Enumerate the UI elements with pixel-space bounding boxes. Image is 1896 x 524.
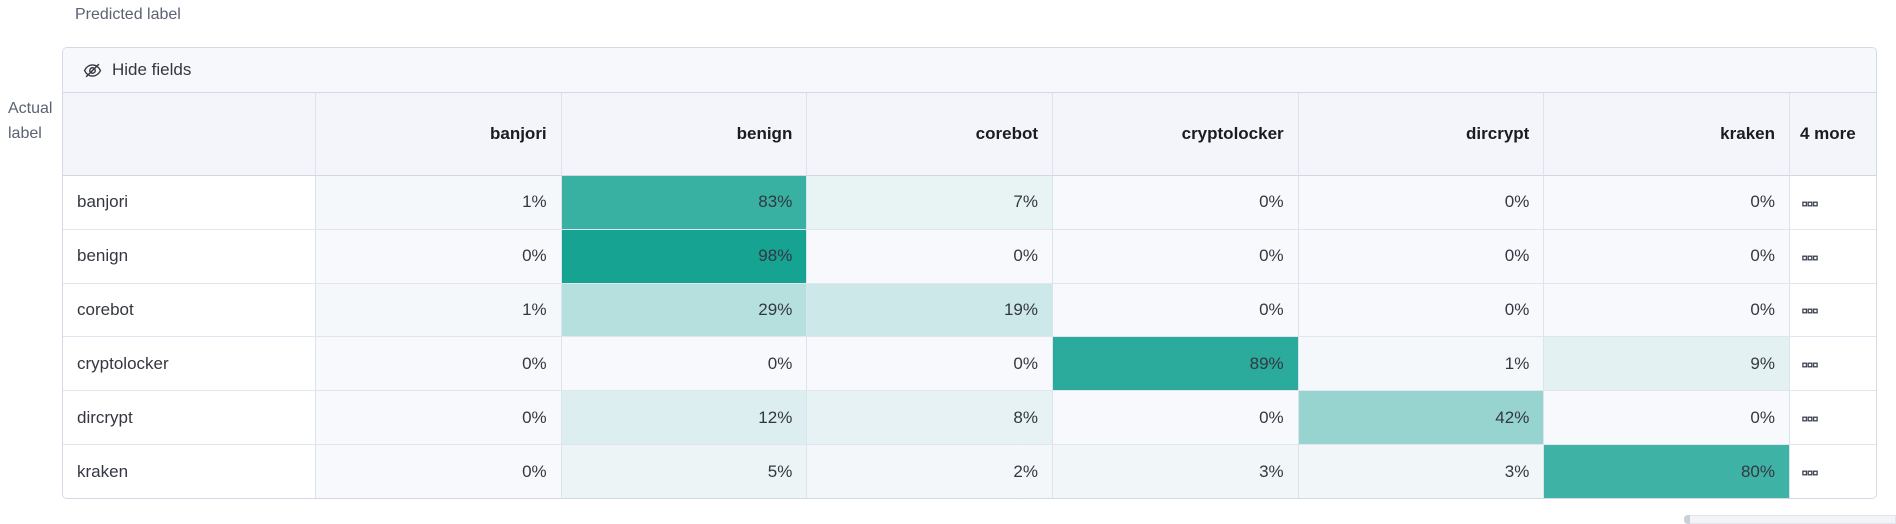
overflow-columns-button[interactable]: 4 more	[1790, 93, 1876, 176]
matrix-cell-cryptolocker-dircrypt: 1%	[1298, 337, 1545, 392]
row-actions-cell	[1790, 229, 1876, 284]
column-header-banjori[interactable]: banjori	[316, 93, 562, 176]
matrix-cell-dircrypt-kraken: 0%	[1544, 391, 1790, 445]
matrix-cell-dircrypt-banjori: 0%	[316, 391, 562, 445]
matrix-cell-corebot-corebot: 19%	[807, 283, 1053, 338]
row-actions-cell	[1790, 337, 1876, 392]
boxes-horizontal-icon	[1802, 464, 1818, 479]
matrix-cell-banjori-benign: 83%	[561, 176, 808, 230]
matrix-cell-cryptolocker-cryptolocker: 89%	[1053, 337, 1299, 392]
boxes-horizontal-icon	[1802, 356, 1818, 371]
matrix-cell-corebot-banjori: 1%	[316, 283, 562, 338]
confusion-matrix-grid: banjori benign corebot cryptolocker dircrypt…	[63, 93, 1876, 498]
matrix-cell-dircrypt-benign: 12%	[561, 391, 808, 445]
matrix-cell-cryptolocker-benign: 0%	[561, 337, 808, 392]
row-label-dircrypt: dircrypt	[63, 391, 316, 445]
matrix-cell-banjori-corebot: 7%	[807, 176, 1053, 230]
matrix-cell-dircrypt-cryptolocker: 0%	[1053, 391, 1299, 445]
matrix-cell-benign-kraken: 0%	[1544, 229, 1790, 284]
header-corner-cell	[63, 93, 316, 176]
matrix-cell-kraken-kraken: 80%	[1544, 444, 1790, 498]
eye-closed-icon	[83, 61, 102, 80]
matrix-cell-benign-banjori: 0%	[316, 229, 562, 284]
matrix-cell-banjori-cryptolocker: 0%	[1053, 176, 1299, 230]
row-actions-cell	[1790, 444, 1876, 498]
column-header-corebot[interactable]: corebot	[807, 93, 1053, 176]
row-label-benign: benign	[63, 229, 316, 284]
datagrid-toolbar: Hide fields	[63, 48, 1876, 93]
matrix-cell-benign-dircrypt: 0%	[1298, 229, 1545, 284]
hide-fields-label: Hide fields	[112, 60, 192, 79]
boxes-horizontal-icon	[1802, 249, 1818, 264]
matrix-cell-dircrypt-dircrypt: 42%	[1298, 391, 1545, 445]
row-actions-cell	[1790, 176, 1876, 230]
column-header-cryptolocker[interactable]: cryptolocker	[1053, 93, 1299, 176]
matrix-cell-banjori-kraken: 0%	[1544, 176, 1790, 230]
boxes-horizontal-icon	[1802, 195, 1818, 210]
row-actions-button[interactable]	[1800, 193, 1820, 212]
matrix-cell-cryptolocker-corebot: 0%	[807, 337, 1053, 392]
row-actions-button[interactable]	[1800, 300, 1820, 319]
actual-axis-label: Actual label	[8, 100, 53, 142]
predicted-axis-label: Predicted label	[75, 6, 181, 23]
matrix-cell-banjori-banjori: 1%	[316, 176, 562, 230]
confusion-matrix-panel: Hide fields banjori benign corebot cryptolo…	[62, 47, 1877, 499]
row-actions-cell	[1790, 283, 1876, 338]
boxes-horizontal-icon	[1802, 302, 1818, 317]
matrix-cell-kraken-corebot: 2%	[807, 444, 1053, 498]
matrix-cell-benign-benign: 98%	[561, 229, 808, 284]
row-label-cryptolocker: cryptolocker	[63, 337, 316, 392]
matrix-cell-kraken-benign: 5%	[561, 444, 808, 498]
row-actions-button[interactable]	[1800, 247, 1820, 266]
matrix-cell-cryptolocker-banjori: 0%	[316, 337, 562, 392]
column-header-kraken[interactable]: kraken	[1544, 93, 1790, 176]
matrix-cell-dircrypt-corebot: 8%	[807, 391, 1053, 445]
matrix-cell-benign-cryptolocker: 0%	[1053, 229, 1299, 284]
matrix-cell-corebot-cryptolocker: 0%	[1053, 283, 1299, 338]
matrix-cell-kraken-cryptolocker: 3%	[1053, 444, 1299, 498]
row-label-corebot: corebot	[63, 283, 316, 338]
row-actions-cell	[1790, 391, 1876, 445]
row-actions-button[interactable]	[1800, 354, 1820, 373]
matrix-cell-kraken-dircrypt: 3%	[1298, 444, 1545, 498]
matrix-cell-corebot-kraken: 0%	[1544, 283, 1790, 338]
column-header-benign[interactable]: benign	[561, 93, 808, 176]
row-actions-button[interactable]	[1800, 462, 1820, 481]
matrix-cell-corebot-benign: 29%	[561, 283, 808, 338]
boxes-horizontal-icon	[1802, 410, 1818, 425]
row-label-kraken: kraken	[63, 444, 316, 498]
row-label-banjori: banjori	[63, 176, 316, 230]
column-header-dircrypt[interactable]: dircrypt	[1298, 93, 1545, 176]
matrix-cell-corebot-dircrypt: 0%	[1298, 283, 1545, 338]
matrix-cell-banjori-dircrypt: 0%	[1298, 176, 1545, 230]
matrix-cell-kraken-banjori: 0%	[316, 444, 562, 498]
matrix-cell-benign-corebot: 0%	[807, 229, 1053, 284]
row-actions-button[interactable]	[1800, 408, 1820, 427]
horizontal-scrollbar[interactable]	[1684, 515, 1896, 524]
hide-fields-button[interactable]: Hide fields	[77, 56, 197, 84]
matrix-cell-cryptolocker-kraken: 9%	[1544, 337, 1790, 392]
